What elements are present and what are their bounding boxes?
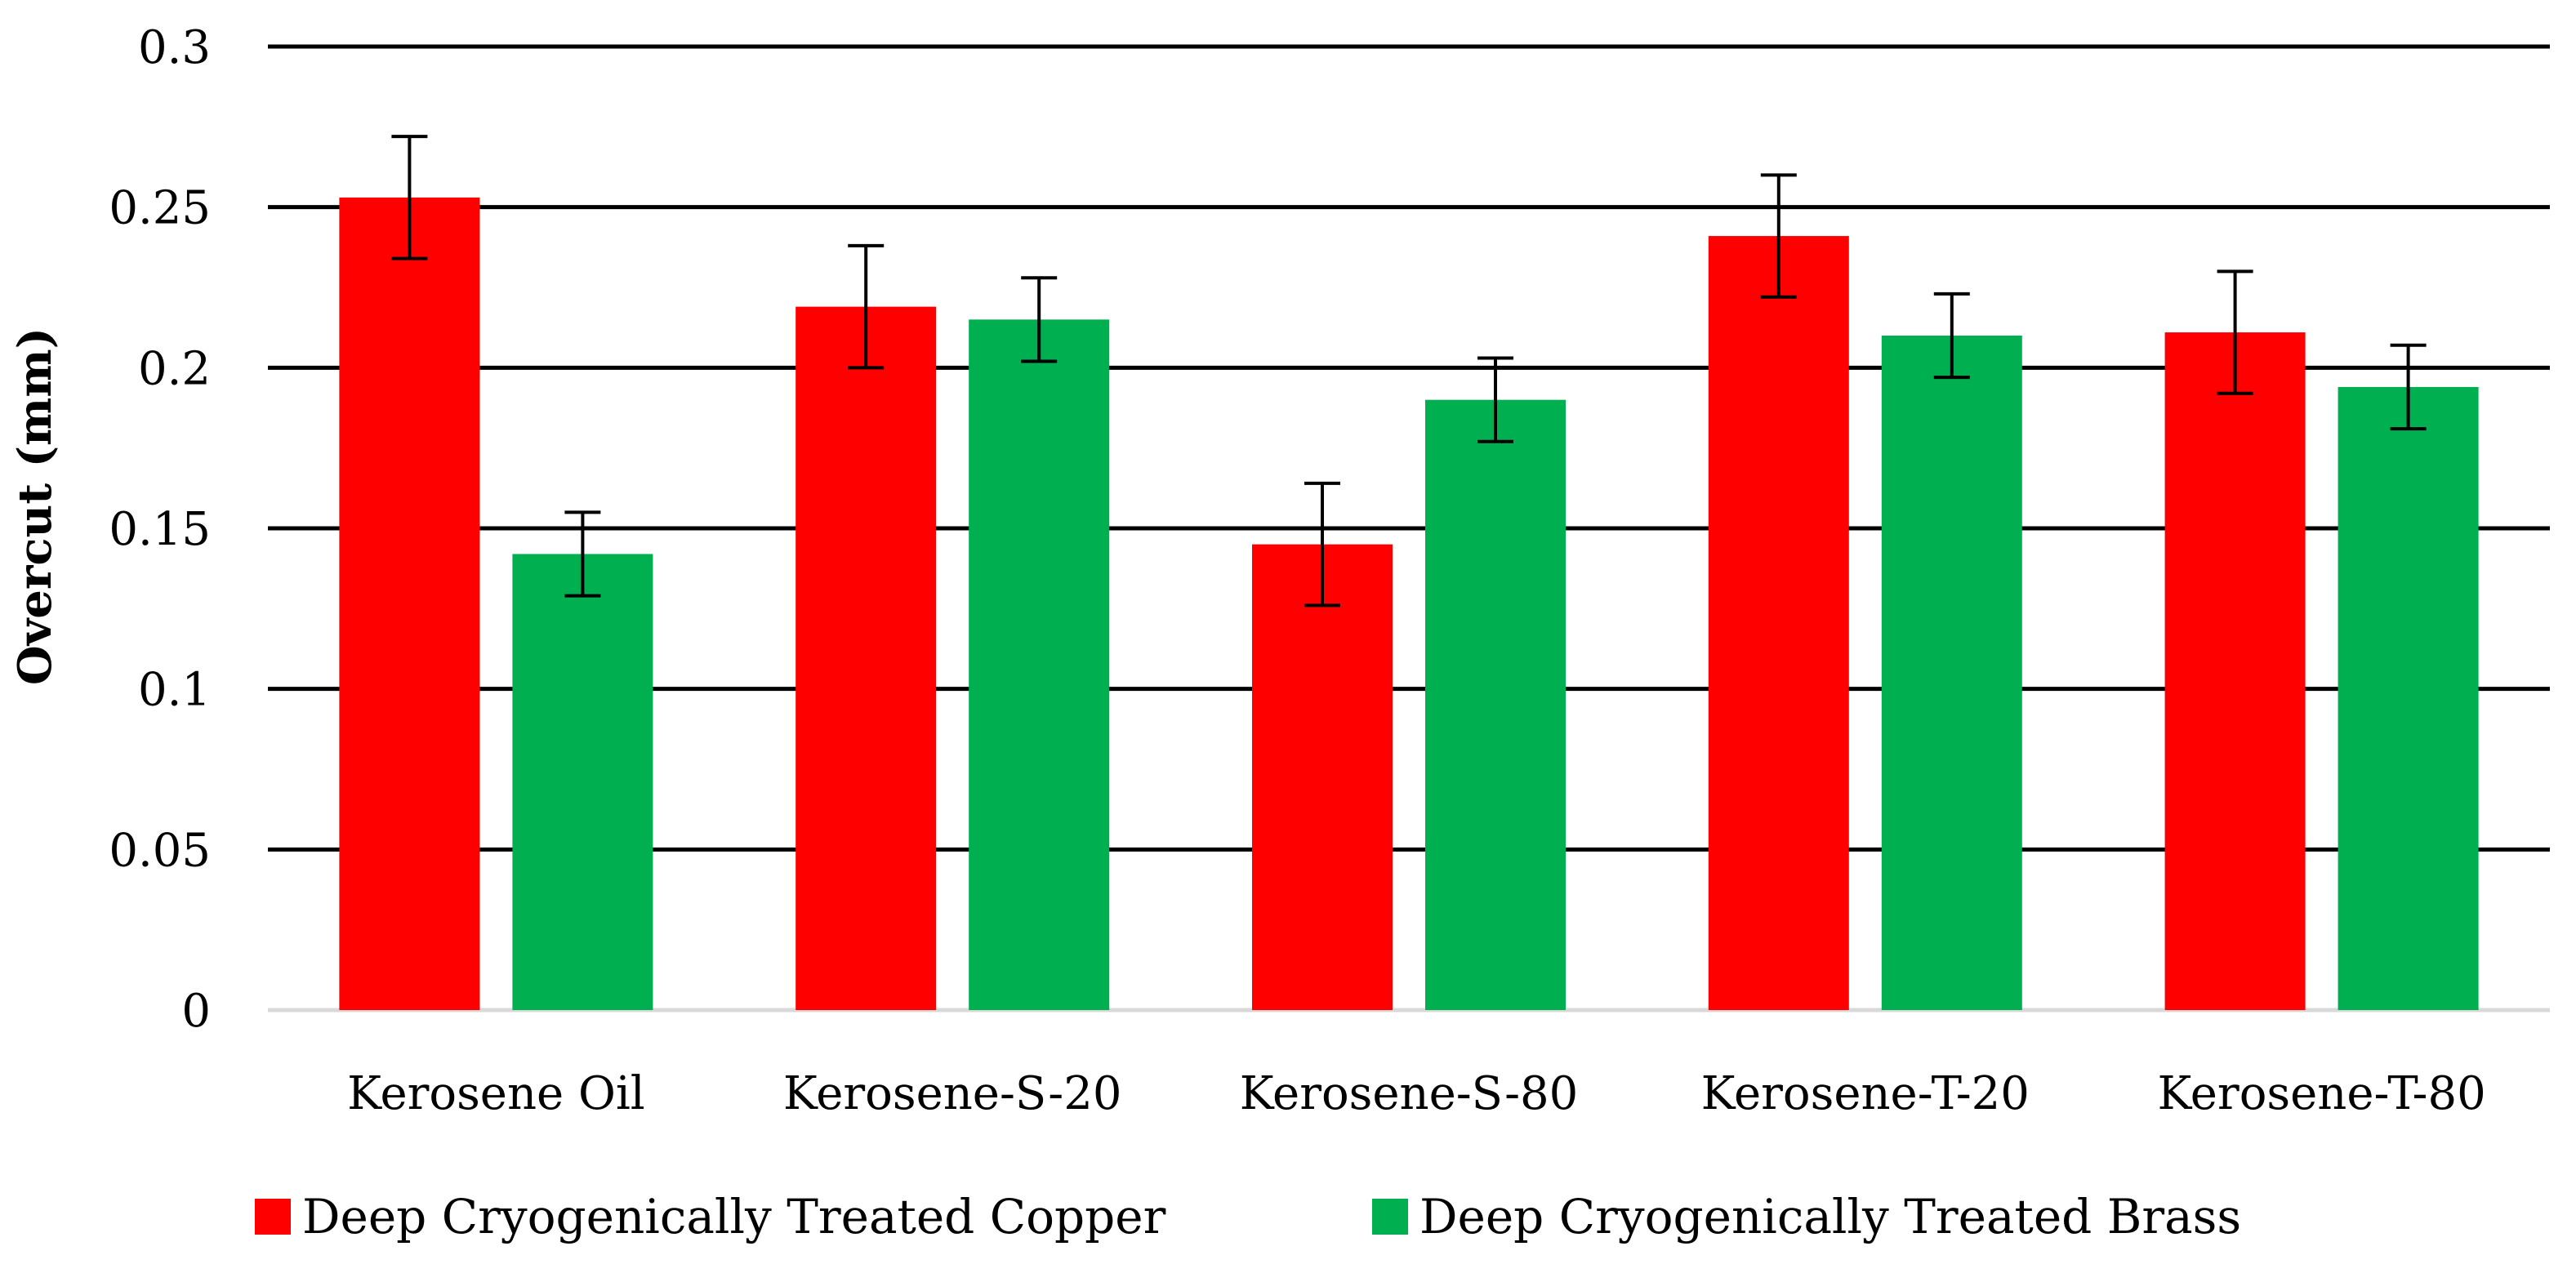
bar-copper: [1708, 236, 1849, 1011]
y-tick-label: 0.05: [109, 824, 211, 877]
bar-copper: [1252, 544, 1393, 1010]
y-tick-label: 0.3: [138, 21, 211, 74]
legend-item-brass: Deep Cryogenically Treated Brass: [1372, 1189, 2241, 1244]
y-axis-title: Overcut (mm): [8, 327, 62, 685]
bar-copper: [339, 197, 480, 1010]
error-bar: [2217, 269, 2253, 395]
legend: Deep Cryogenically Treated Copper Deep Cr…: [255, 1189, 2241, 1244]
error-bar: [848, 243, 885, 370]
bar-brass: [2338, 386, 2479, 1010]
y-axis-tick-labels: 0 0.05 0.1 0.15 0.2 0.25 0.3: [109, 21, 211, 1038]
y-tick-label: 0.15: [109, 503, 211, 556]
x-axis-tick-labels: Kerosene Oil Kerosene-S-20 Kerosene-S-80 Ke…: [347, 1067, 2486, 1120]
legend-swatch: [1372, 1199, 1408, 1235]
bar-brass: [512, 554, 653, 1010]
y-tick-label: 0.25: [109, 182, 211, 235]
error-bar: [391, 135, 428, 260]
legend-item-copper: Deep Cryogenically Treated Copper: [255, 1189, 1166, 1244]
y-tick-label: 0.1: [138, 664, 211, 717]
x-tick-label: Kerosene Oil: [347, 1067, 645, 1120]
x-tick-label: Kerosene-S-20: [783, 1067, 1122, 1120]
y-tick-label: 0.2: [138, 342, 211, 395]
error-bar: [1021, 276, 1058, 363]
x-tick-label: Kerosene-T-20: [1701, 1067, 2030, 1120]
error-bar: [564, 510, 601, 598]
error-bar: [1760, 173, 1797, 299]
error-bar: [1933, 292, 1970, 380]
error-bars: [391, 135, 2427, 608]
x-tick-label: Kerosene-T-80: [2157, 1067, 2485, 1120]
legend-label: Deep Cryogenically Treated Copper: [302, 1189, 1166, 1244]
bar-brass: [1425, 399, 1566, 1011]
bar-copper: [2164, 332, 2306, 1011]
bars: [339, 197, 2479, 1011]
y-tick-label: 0: [181, 985, 211, 1038]
bar-brass: [1881, 336, 2022, 1010]
legend-label: Deep Cryogenically Treated Brass: [1419, 1189, 2241, 1244]
error-bar: [1304, 481, 1340, 608]
bar-brass: [969, 319, 1110, 1010]
x-tick-label: Kerosene-S-80: [1240, 1067, 1579, 1120]
error-bar: [2390, 343, 2427, 431]
legend-swatch: [255, 1199, 291, 1235]
bar-copper: [796, 306, 937, 1011]
error-bar: [1477, 356, 1513, 443]
